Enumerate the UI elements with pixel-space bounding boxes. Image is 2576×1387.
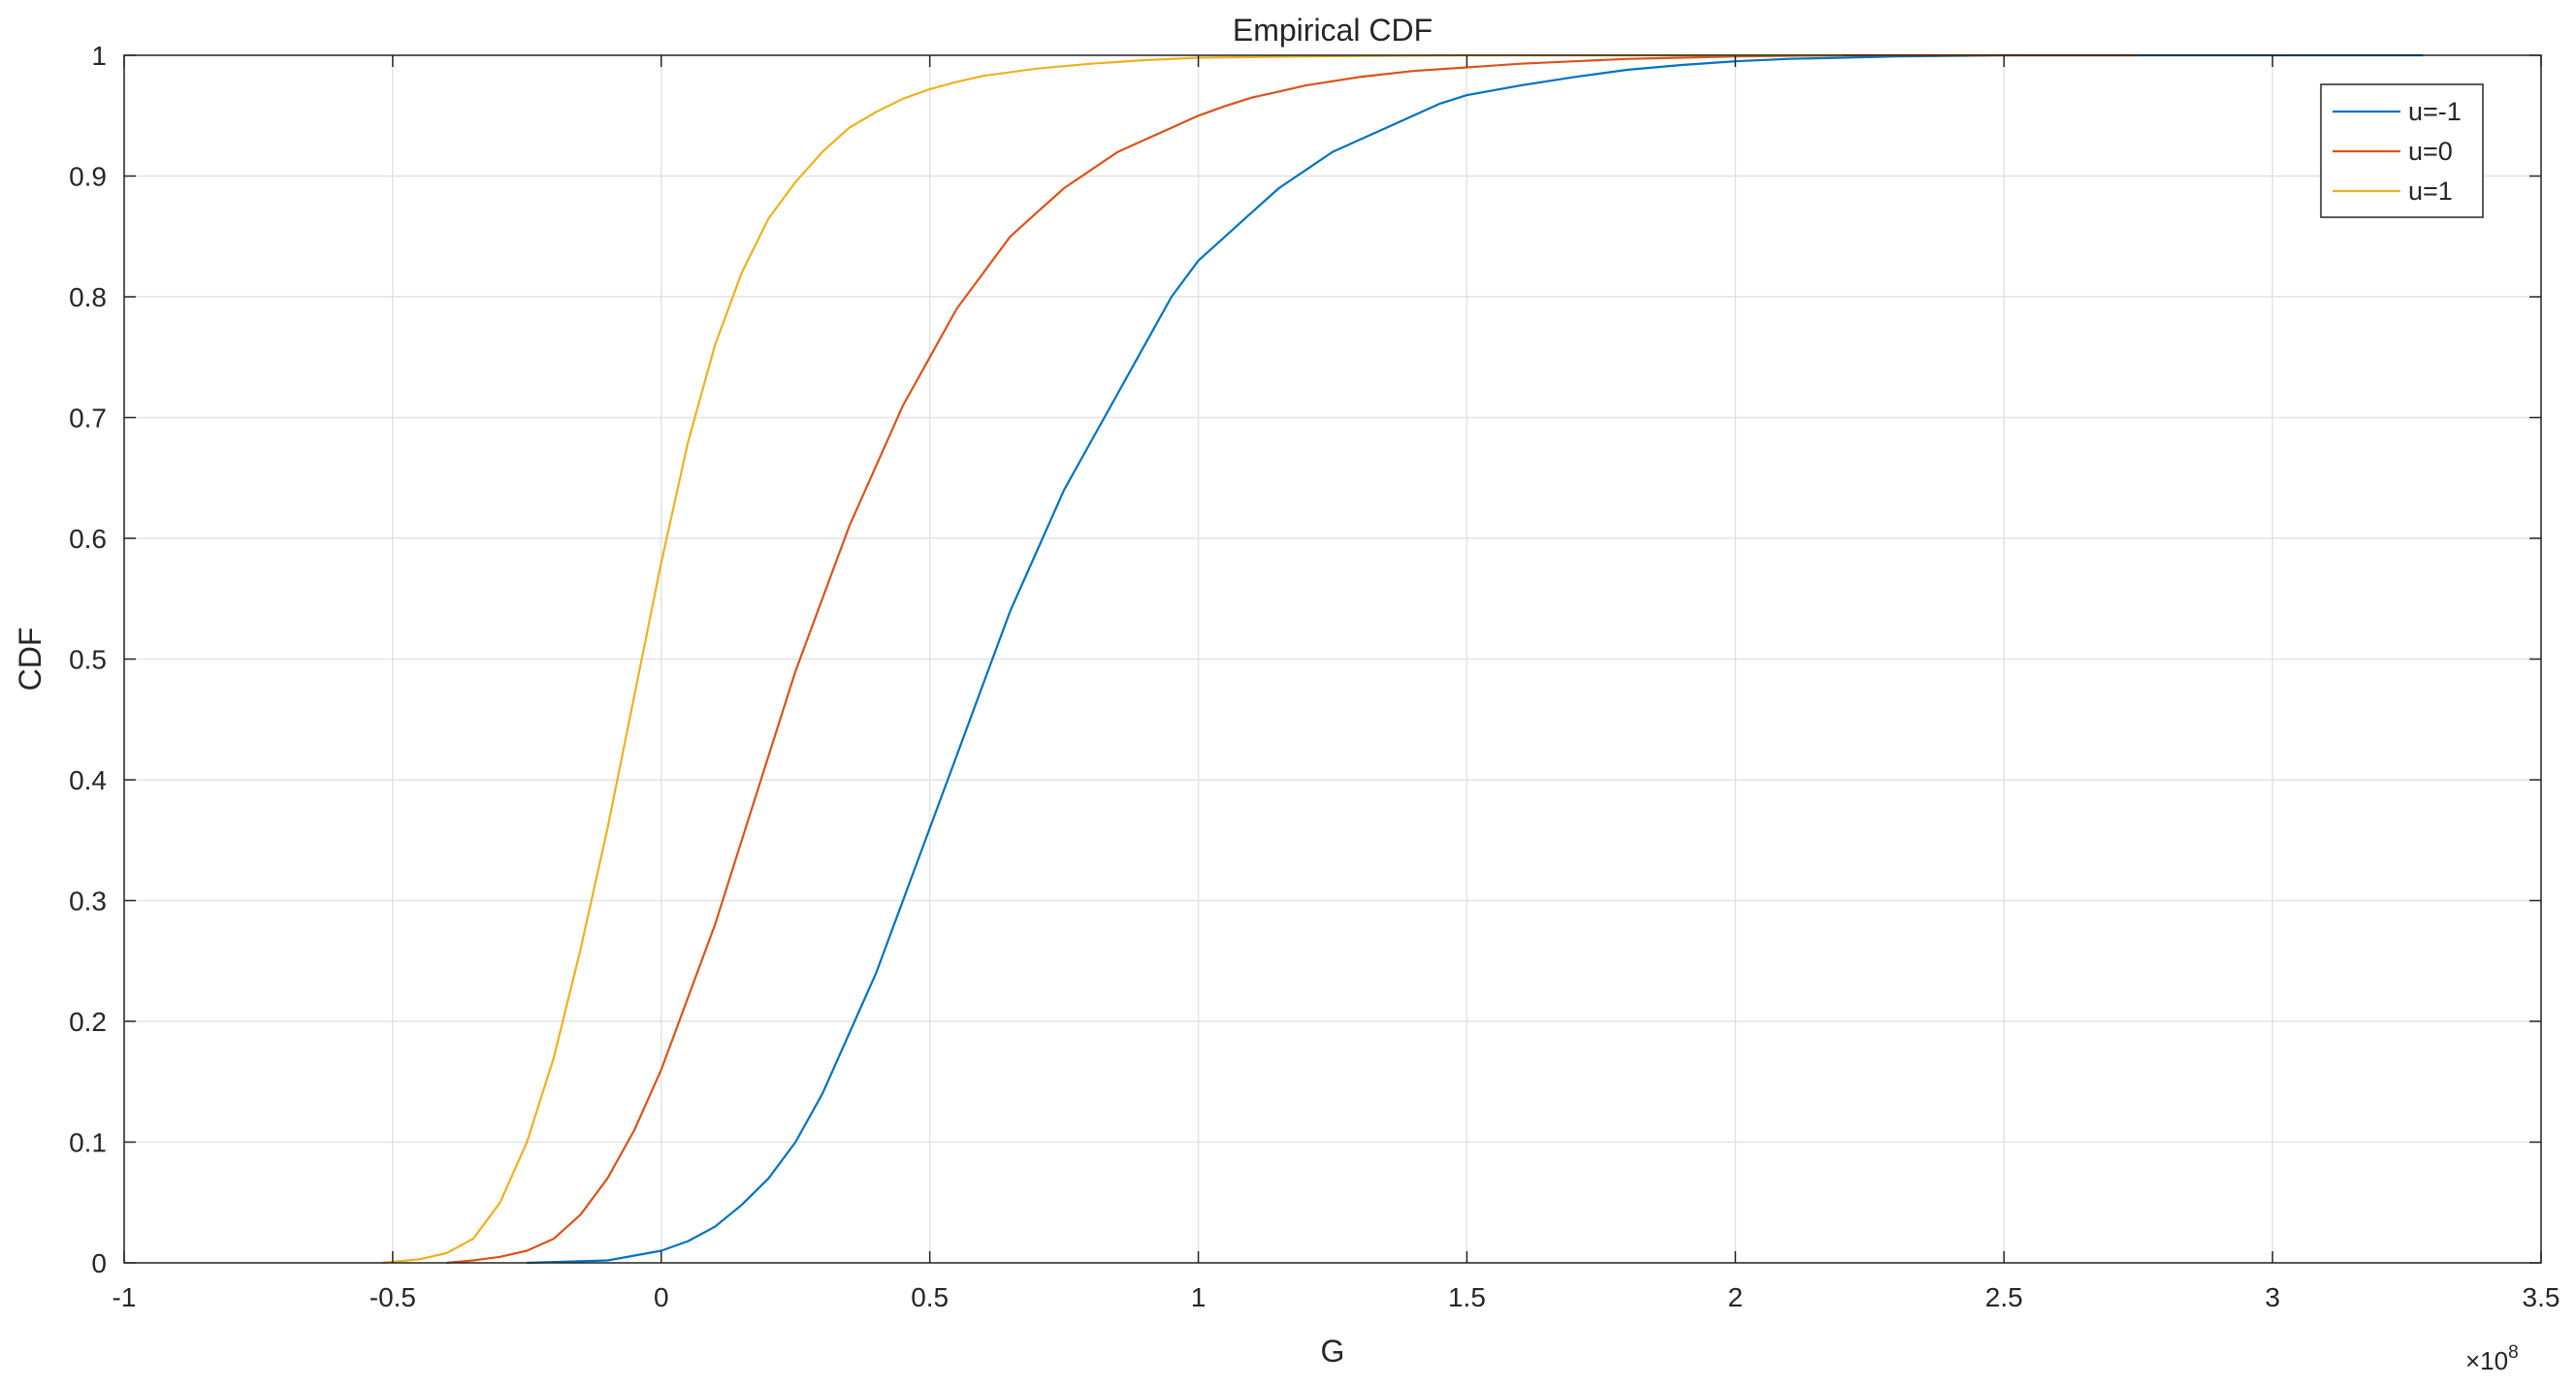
- x-exponent-prefix: ×10: [2465, 1346, 2508, 1375]
- x-tick-labels: -1 -0.5 0 0.5 1 1.5 2 2.5 3 3.5: [113, 1282, 2560, 1312]
- x-tick-label: 3: [2265, 1282, 2280, 1312]
- x-exponent-power: 8: [2508, 1342, 2519, 1363]
- legend-label: u=0: [2408, 137, 2453, 166]
- legend-label: u=1: [2408, 177, 2453, 206]
- y-tick-label: 0: [91, 1248, 107, 1278]
- x-tick-label: 2: [1728, 1282, 1744, 1312]
- legend-label: u=-1: [2408, 97, 2462, 126]
- y-tick-labels: 0 0.1 0.2 0.3 0.4 0.5 0.6 0.7 0.8 0.9 1: [69, 41, 107, 1278]
- legend-item-1[interactable]: u=-1: [2333, 97, 2462, 126]
- x-tick-label: -0.5: [370, 1282, 416, 1312]
- y-tick-label: 0.2: [69, 1007, 107, 1037]
- series-layer: [381, 53, 2424, 1265]
- x-tick-label: 1.5: [1448, 1282, 1486, 1312]
- x-tick-label: 0.5: [911, 1282, 949, 1312]
- y-tick-label: 1: [91, 41, 107, 71]
- y-tick-label: 0.7: [69, 403, 107, 434]
- y-tick-label: 0.8: [69, 282, 107, 312]
- legend-item-2[interactable]: u=0: [2333, 137, 2453, 166]
- tick-marks: [123, 54, 2542, 1264]
- y-tick-label: 0.5: [69, 645, 107, 675]
- x-tick-label: -1: [113, 1282, 137, 1312]
- x-tick-label: 3.5: [2523, 1282, 2560, 1312]
- y-tick-label: 0.1: [69, 1128, 107, 1158]
- series-line-1: [527, 53, 2424, 1265]
- y-axis-title: CDF: [13, 628, 48, 692]
- series-line-3: [381, 53, 1844, 1265]
- y-tick-label: 0.9: [69, 162, 107, 192]
- y-tick-label: 0.3: [69, 887, 107, 917]
- y-tick-label: 0.4: [69, 765, 107, 795]
- y-tick-label: 0.6: [69, 524, 107, 554]
- x-tick-label: 0: [654, 1282, 669, 1312]
- legend[interactable]: u=-1 u=0 u=1: [2320, 83, 2484, 218]
- series-line-2: [446, 53, 2139, 1265]
- x-tick-label: 1: [1191, 1282, 1207, 1312]
- legend-item-3[interactable]: u=1: [2333, 177, 2453, 206]
- x-axis-title: G: [1321, 1334, 1345, 1369]
- x-axis-exponent: ×108: [2465, 1342, 2519, 1375]
- x-tick-label: 2.5: [1985, 1282, 2023, 1312]
- chart-title: Empirical CDF: [1233, 13, 1433, 48]
